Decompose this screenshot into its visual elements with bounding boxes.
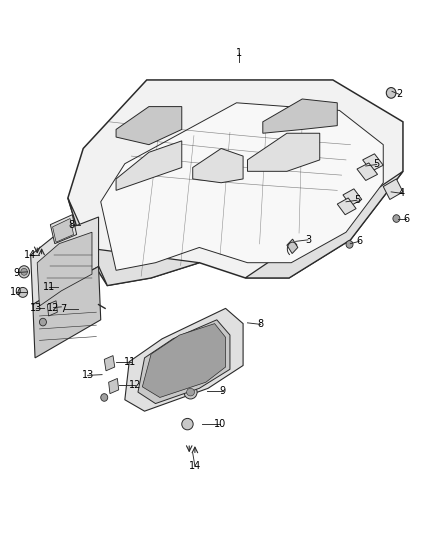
Text: 2: 2 xyxy=(396,90,403,100)
Text: 6: 6 xyxy=(403,214,410,223)
Polygon shape xyxy=(383,179,403,199)
Text: 5: 5 xyxy=(354,195,360,205)
Ellipse shape xyxy=(39,318,46,326)
Text: 5: 5 xyxy=(374,159,380,169)
Polygon shape xyxy=(142,324,226,398)
Polygon shape xyxy=(37,232,92,306)
Text: 8: 8 xyxy=(258,319,264,329)
Polygon shape xyxy=(68,198,199,286)
Text: 12: 12 xyxy=(47,303,60,313)
Text: 7: 7 xyxy=(60,304,67,314)
Polygon shape xyxy=(247,133,320,171)
Ellipse shape xyxy=(184,385,197,399)
Polygon shape xyxy=(101,103,383,270)
Polygon shape xyxy=(43,279,53,295)
Text: 3: 3 xyxy=(305,235,311,245)
Text: 13: 13 xyxy=(81,370,94,381)
Text: 11: 11 xyxy=(124,357,137,367)
Text: 12: 12 xyxy=(129,380,141,390)
Polygon shape xyxy=(31,217,99,304)
Polygon shape xyxy=(33,266,101,358)
Text: 1: 1 xyxy=(236,49,242,58)
Ellipse shape xyxy=(18,266,30,278)
Polygon shape xyxy=(50,215,77,244)
Ellipse shape xyxy=(182,418,193,430)
Polygon shape xyxy=(138,320,230,403)
Text: 10: 10 xyxy=(214,419,226,429)
Text: 6: 6 xyxy=(356,236,362,246)
Text: 14: 14 xyxy=(24,250,36,260)
Polygon shape xyxy=(343,189,362,206)
Text: 11: 11 xyxy=(43,282,55,292)
Text: 4: 4 xyxy=(399,188,405,198)
Text: 9: 9 xyxy=(14,268,20,278)
Ellipse shape xyxy=(18,287,28,297)
Polygon shape xyxy=(53,219,74,242)
Ellipse shape xyxy=(187,389,194,396)
Ellipse shape xyxy=(101,394,108,401)
Polygon shape xyxy=(109,378,119,394)
Polygon shape xyxy=(47,301,57,316)
Ellipse shape xyxy=(386,87,396,98)
Polygon shape xyxy=(68,80,403,286)
Text: 14: 14 xyxy=(189,461,201,471)
Ellipse shape xyxy=(346,240,353,248)
Polygon shape xyxy=(245,171,403,278)
Polygon shape xyxy=(363,154,383,171)
Polygon shape xyxy=(193,149,243,183)
Polygon shape xyxy=(357,163,378,181)
Polygon shape xyxy=(116,107,182,144)
Text: 10: 10 xyxy=(10,287,22,297)
Text: 8: 8 xyxy=(68,220,74,230)
Text: 13: 13 xyxy=(30,303,42,313)
Polygon shape xyxy=(263,99,337,133)
Polygon shape xyxy=(125,309,243,411)
Polygon shape xyxy=(287,239,298,254)
Polygon shape xyxy=(116,141,182,190)
Ellipse shape xyxy=(393,215,400,222)
Polygon shape xyxy=(104,356,115,371)
Text: 9: 9 xyxy=(219,386,226,397)
Ellipse shape xyxy=(21,269,27,275)
Polygon shape xyxy=(337,198,356,215)
